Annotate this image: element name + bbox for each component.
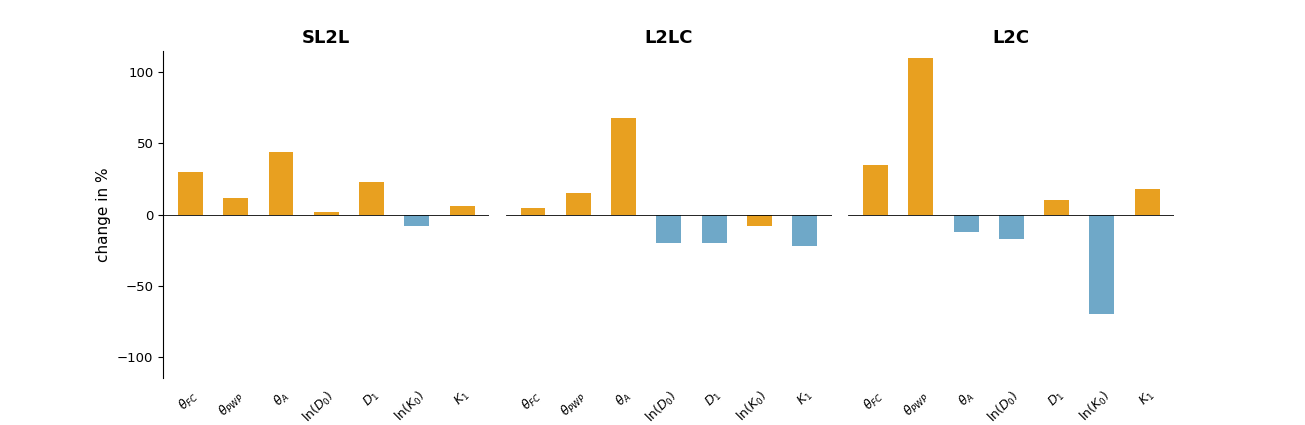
Bar bbox=[566, 193, 591, 215]
Bar bbox=[521, 207, 545, 215]
Bar bbox=[450, 206, 475, 215]
Bar bbox=[702, 215, 727, 243]
Bar bbox=[863, 165, 887, 215]
Bar bbox=[177, 172, 202, 215]
Bar bbox=[1090, 215, 1114, 314]
Y-axis label: change in %: change in % bbox=[97, 167, 111, 262]
Title: SL2L: SL2L bbox=[303, 28, 350, 47]
Bar bbox=[359, 182, 384, 215]
Bar bbox=[223, 198, 248, 215]
Bar bbox=[792, 215, 817, 246]
Bar bbox=[611, 118, 636, 215]
Bar bbox=[998, 215, 1024, 239]
Bar bbox=[405, 215, 429, 226]
Bar bbox=[908, 58, 933, 215]
Title: L2C: L2C bbox=[993, 28, 1030, 47]
Bar bbox=[313, 212, 339, 215]
Bar bbox=[1135, 189, 1160, 215]
Bar bbox=[746, 215, 771, 226]
Bar bbox=[954, 215, 979, 232]
Bar bbox=[269, 152, 294, 215]
Title: L2LC: L2LC bbox=[645, 28, 693, 47]
Bar bbox=[656, 215, 681, 243]
Bar bbox=[1044, 201, 1069, 215]
